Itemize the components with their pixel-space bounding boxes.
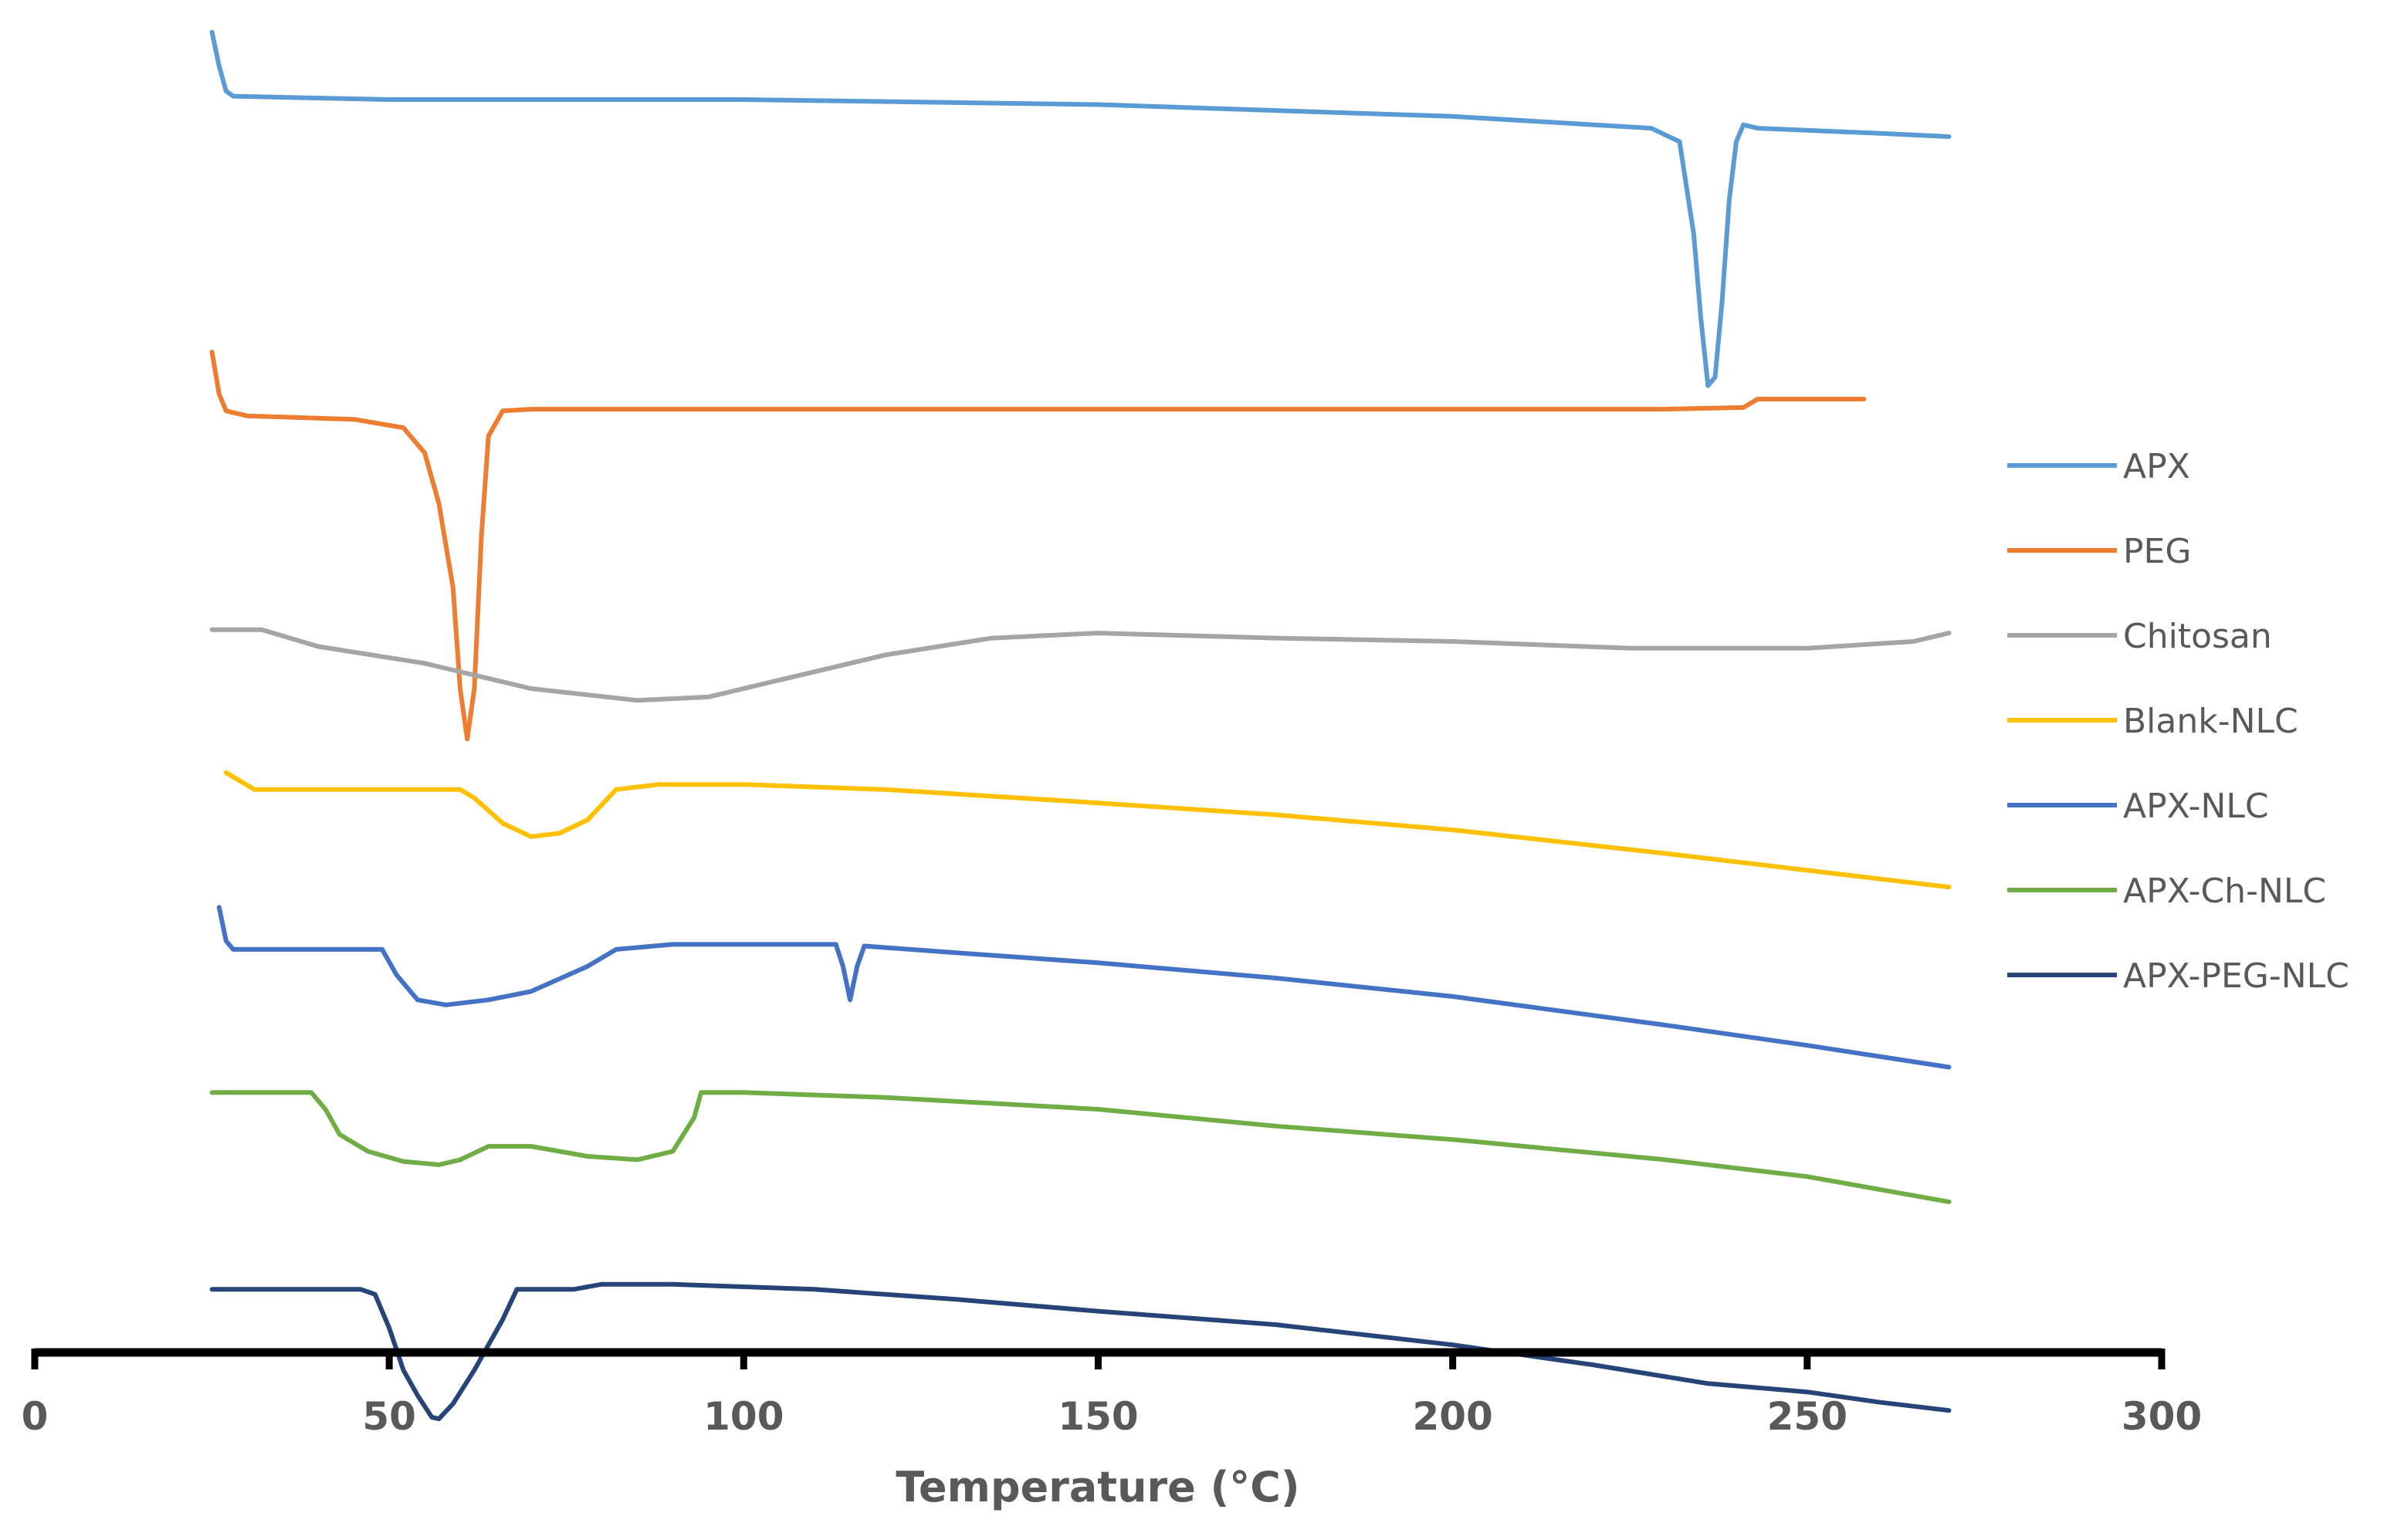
- legend-label-apx-ch-nlc: APX-Ch-NLC: [2123, 872, 2326, 911]
- legend: APX PEG Chitosan Blank-NLC APX-NLC APX-Ch-NLC…: [2007, 447, 2349, 996]
- series-layer: [209, 29, 1952, 1422]
- series-line-peg: [209, 350, 1867, 742]
- x-tick-label: 50: [362, 1394, 416, 1439]
- legend-label-apx: APX: [2123, 447, 2190, 486]
- x-tick-label: 0: [22, 1394, 49, 1439]
- x-tick-label: 250: [1767, 1394, 1847, 1439]
- legend-label-peg: PEG: [2123, 532, 2191, 571]
- series-line-apx: [209, 29, 1952, 388]
- x-tick-label: 300: [2122, 1394, 2202, 1439]
- x-axis-ticks: 0 50 100 150 200 250 300: [22, 1349, 2202, 1439]
- x-tick-label: 100: [703, 1394, 784, 1439]
- legend-label-apx-nlc: APX-NLC: [2123, 787, 2269, 826]
- series-line-apx-nlc: [216, 905, 1952, 1070]
- series-line-chitosan: [209, 627, 1952, 703]
- series-line-apx-peg-nlc: [209, 1281, 1952, 1422]
- legend-label-apx-peg-nlc: APX-PEG-NLC: [2123, 956, 2349, 996]
- legend-label-chitosan: Chitosan: [2123, 617, 2272, 656]
- x-tick-label: 150: [1058, 1394, 1138, 1439]
- series-line-apx-ch-nlc: [209, 1090, 1952, 1204]
- series-line-blank-nlc: [223, 770, 1952, 890]
- x-tick-label: 200: [1412, 1394, 1492, 1439]
- x-axis-title: Temperature (°C): [896, 1463, 1299, 1511]
- legend-label-blank-nlc: Blank-NLC: [2123, 702, 2298, 741]
